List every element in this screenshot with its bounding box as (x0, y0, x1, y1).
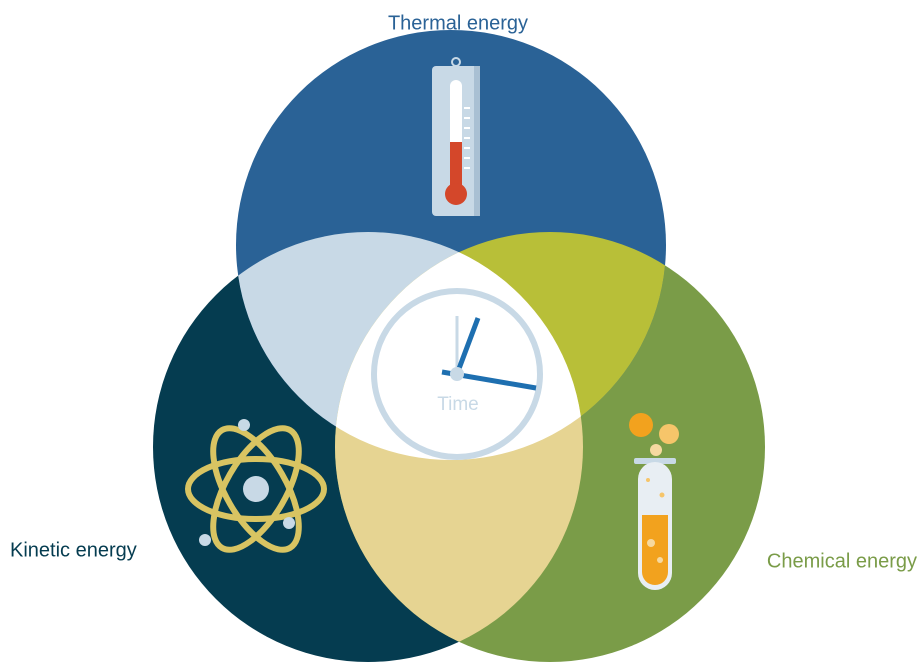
center-label: Time (437, 394, 479, 415)
venn-diagram: Time Thermal energy Kinetic energy Chemi… (0, 0, 920, 662)
kinetic-label: Kinetic energy (10, 539, 137, 561)
thermometer-icon (432, 58, 480, 216)
chemical-label: Chemical energy (767, 550, 917, 572)
thermal-label: Thermal energy (388, 12, 528, 34)
